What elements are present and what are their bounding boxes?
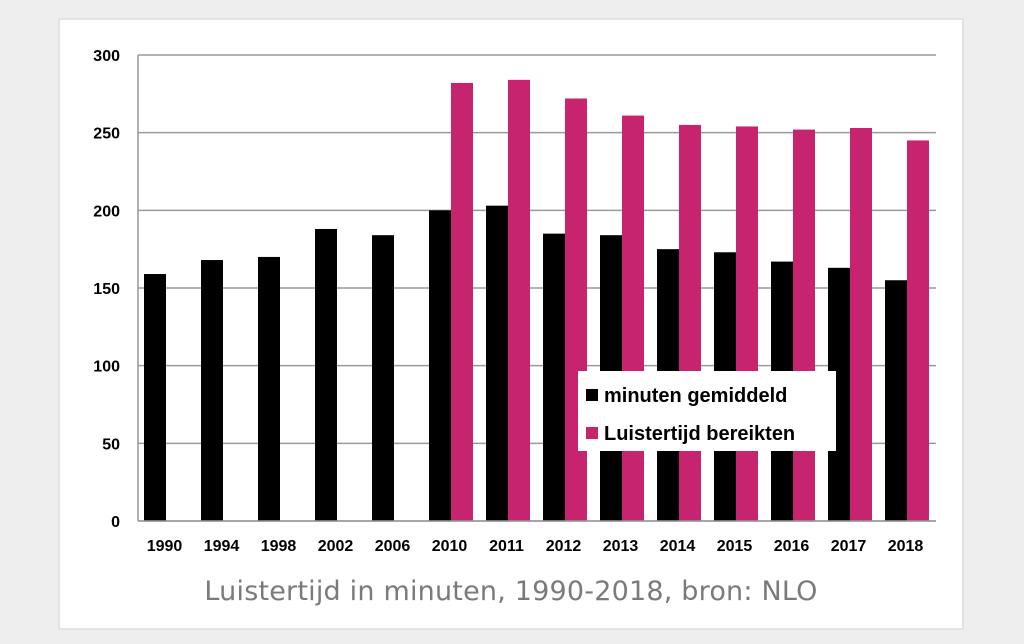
legend-label: minuten gemiddeld: [604, 385, 787, 407]
bar-2017-minuten-gemiddeld: [828, 267, 850, 521]
y-tick-label: 150: [93, 281, 120, 298]
bar-1994-minuten-gemiddeld: [201, 260, 223, 521]
bar-2014-luistertijd-bereikten: [679, 124, 701, 522]
bar-2018-luistertijd-bereikten: [907, 140, 929, 521]
x-tick-label: 2018: [888, 538, 924, 555]
x-tick-label: 2010: [432, 538, 468, 555]
y-tick-label: 300: [93, 48, 120, 65]
x-tick-label: 1990: [147, 538, 183, 555]
bar-2006-minuten-gemiddeld: [372, 235, 394, 522]
bar-1990-minuten-gemiddeld: [144, 274, 166, 521]
x-tick-label: 2012: [546, 538, 582, 555]
x-tick-label: 2014: [660, 538, 696, 555]
x-tick-label: 2006: [375, 538, 411, 555]
legend-label: Luistertijd bereikten: [604, 423, 795, 445]
y-tick-label: 200: [93, 203, 120, 220]
x-tick-label: 2015: [717, 538, 753, 555]
bar-2017-luistertijd-bereikten: [850, 128, 872, 522]
bar-2015-luistertijd-bereikten: [736, 126, 758, 521]
bar-2011-luistertijd-bereikten: [508, 79, 530, 521]
bar-1998-minuten-gemiddeld: [258, 256, 280, 521]
y-tick-label: 100: [93, 359, 120, 376]
bar-2018-minuten-gemiddeld: [885, 280, 907, 521]
bar-2013-luistertijd-bereikten: [622, 115, 644, 521]
bar-2010-luistertijd-bereikten: [451, 82, 473, 522]
legend-swatch: [586, 427, 598, 439]
y-tick-label: 50: [102, 436, 120, 453]
x-tick-label: 2002: [318, 538, 354, 555]
y-tick-label: 0: [111, 514, 120, 531]
legend-box: [578, 371, 836, 451]
bar-2011-minuten-gemiddeld: [486, 205, 508, 521]
x-tick-label: 2016: [774, 538, 810, 555]
x-tick-label: 2013: [603, 538, 639, 555]
bar-2016-luistertijd-bereikten: [793, 129, 815, 521]
y-tick-label: 250: [93, 126, 120, 143]
bar-2012-minuten-gemiddeld: [543, 233, 565, 521]
bar-2012-luistertijd-bereikten: [565, 98, 587, 521]
x-tick-label: 1994: [204, 538, 240, 555]
bar-chart: 0 50 100 150 200 250 300 1990 1994 1998 2002 2006 20…: [93, 48, 936, 555]
x-tick-label: 2011: [489, 538, 524, 555]
x-tick-label: 1998: [261, 538, 297, 555]
x-tick-label: 2017: [831, 538, 867, 555]
chart-caption: Luistertijd in minuten, 1990-2018, bron:…: [204, 576, 818, 607]
legend-swatch: [586, 389, 598, 401]
bar-2002-minuten-gemiddeld: [315, 228, 337, 521]
bar-2010-minuten-gemiddeld: [429, 210, 451, 522]
chart-frame: 0 50 100 150 200 250 300 1990 1994 1998 2002 2006 20…: [58, 18, 964, 630]
